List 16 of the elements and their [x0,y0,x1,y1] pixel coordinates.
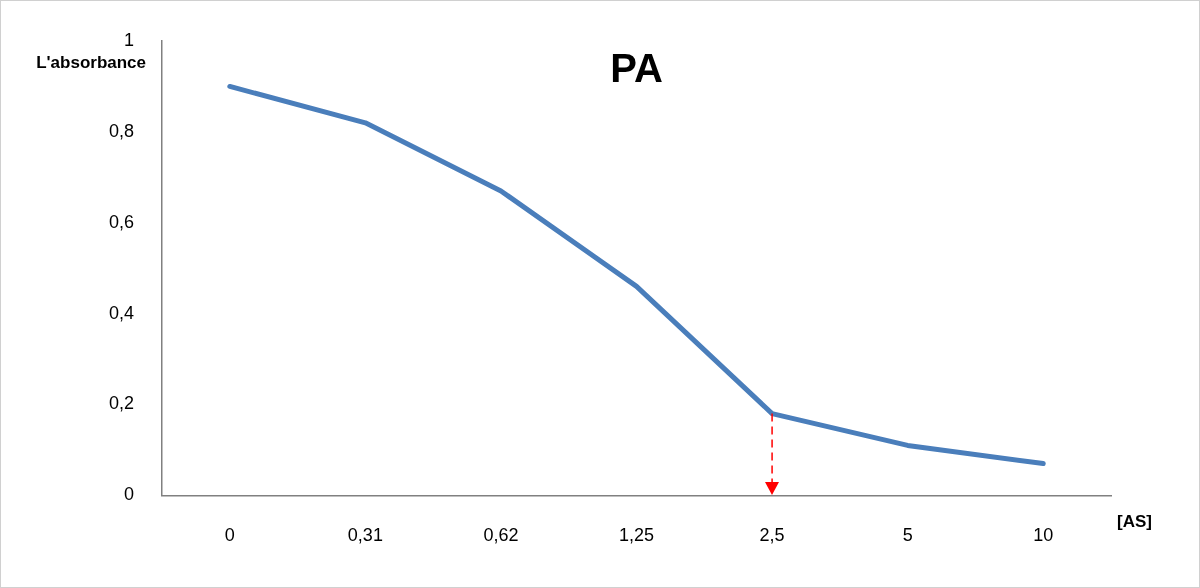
y-tick-label: 0,4 [108,302,135,323]
x-tick-label: 0,62 [483,525,519,546]
y-tick-label: 0 [124,484,135,505]
y-tick-label: 0,2 [108,393,135,414]
x-tick-label: 0,31 [347,525,383,546]
x-tick-label: 0 [224,525,235,546]
x-tick-label: 1,25 [618,525,655,546]
x-axis-title: [AS] [1117,512,1152,532]
y-tick-label: 0,8 [108,120,135,141]
y-tick-label: 0,6 [108,211,135,232]
x-tick-label: 5 [902,525,913,546]
chart-title: PA [610,46,663,91]
y-axis-title: L'absorbance [36,52,147,72]
x-tick-label: 2,5 [759,525,785,546]
x-tick-label: 10 [1033,525,1054,546]
y-tick-label: 1 [124,29,135,50]
